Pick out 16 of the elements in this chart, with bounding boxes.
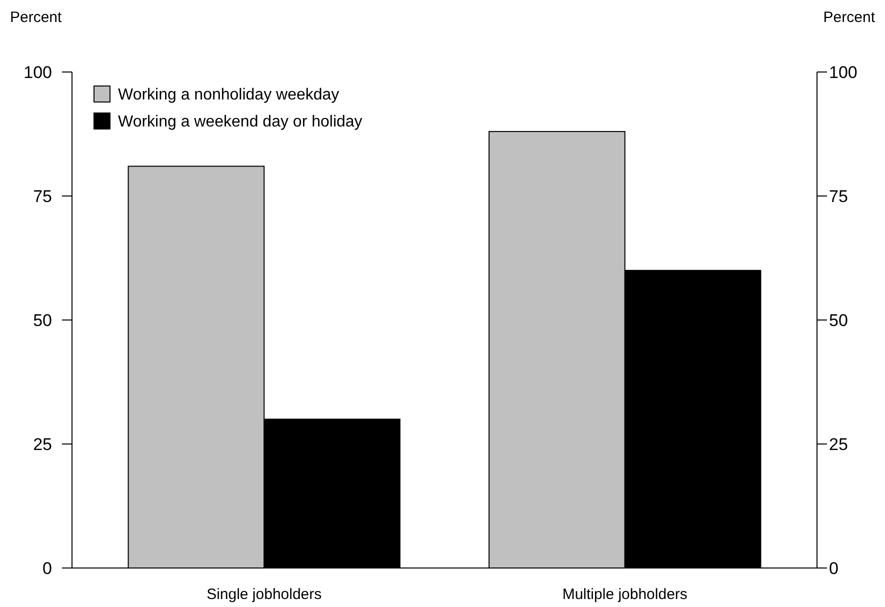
legend-label: Working a weekend day or holiday	[118, 114, 362, 131]
y2-tick-label: 100	[829, 62, 858, 82]
y-tick-label: 50	[33, 310, 52, 330]
x-tick-label: Multiple jobholders	[562, 586, 688, 603]
y2-tick-label: 50	[829, 310, 848, 330]
y2-axis-title: Percent	[823, 9, 876, 26]
x-tick-label: Single jobholders	[206, 586, 322, 603]
y2-tick-label: 0	[829, 558, 838, 578]
y-tick-label: 0	[42, 558, 52, 578]
legend-label: Working a nonholiday weekday	[118, 86, 340, 104]
y-tick-label: 25	[33, 434, 52, 454]
y-tick-label: 75	[33, 186, 52, 206]
y2-tick-label: 75	[829, 186, 848, 206]
y2-tick-label: 25	[829, 434, 848, 454]
y-axis-title: Percent	[10, 9, 63, 26]
y-tick-label: 100	[24, 62, 52, 82]
